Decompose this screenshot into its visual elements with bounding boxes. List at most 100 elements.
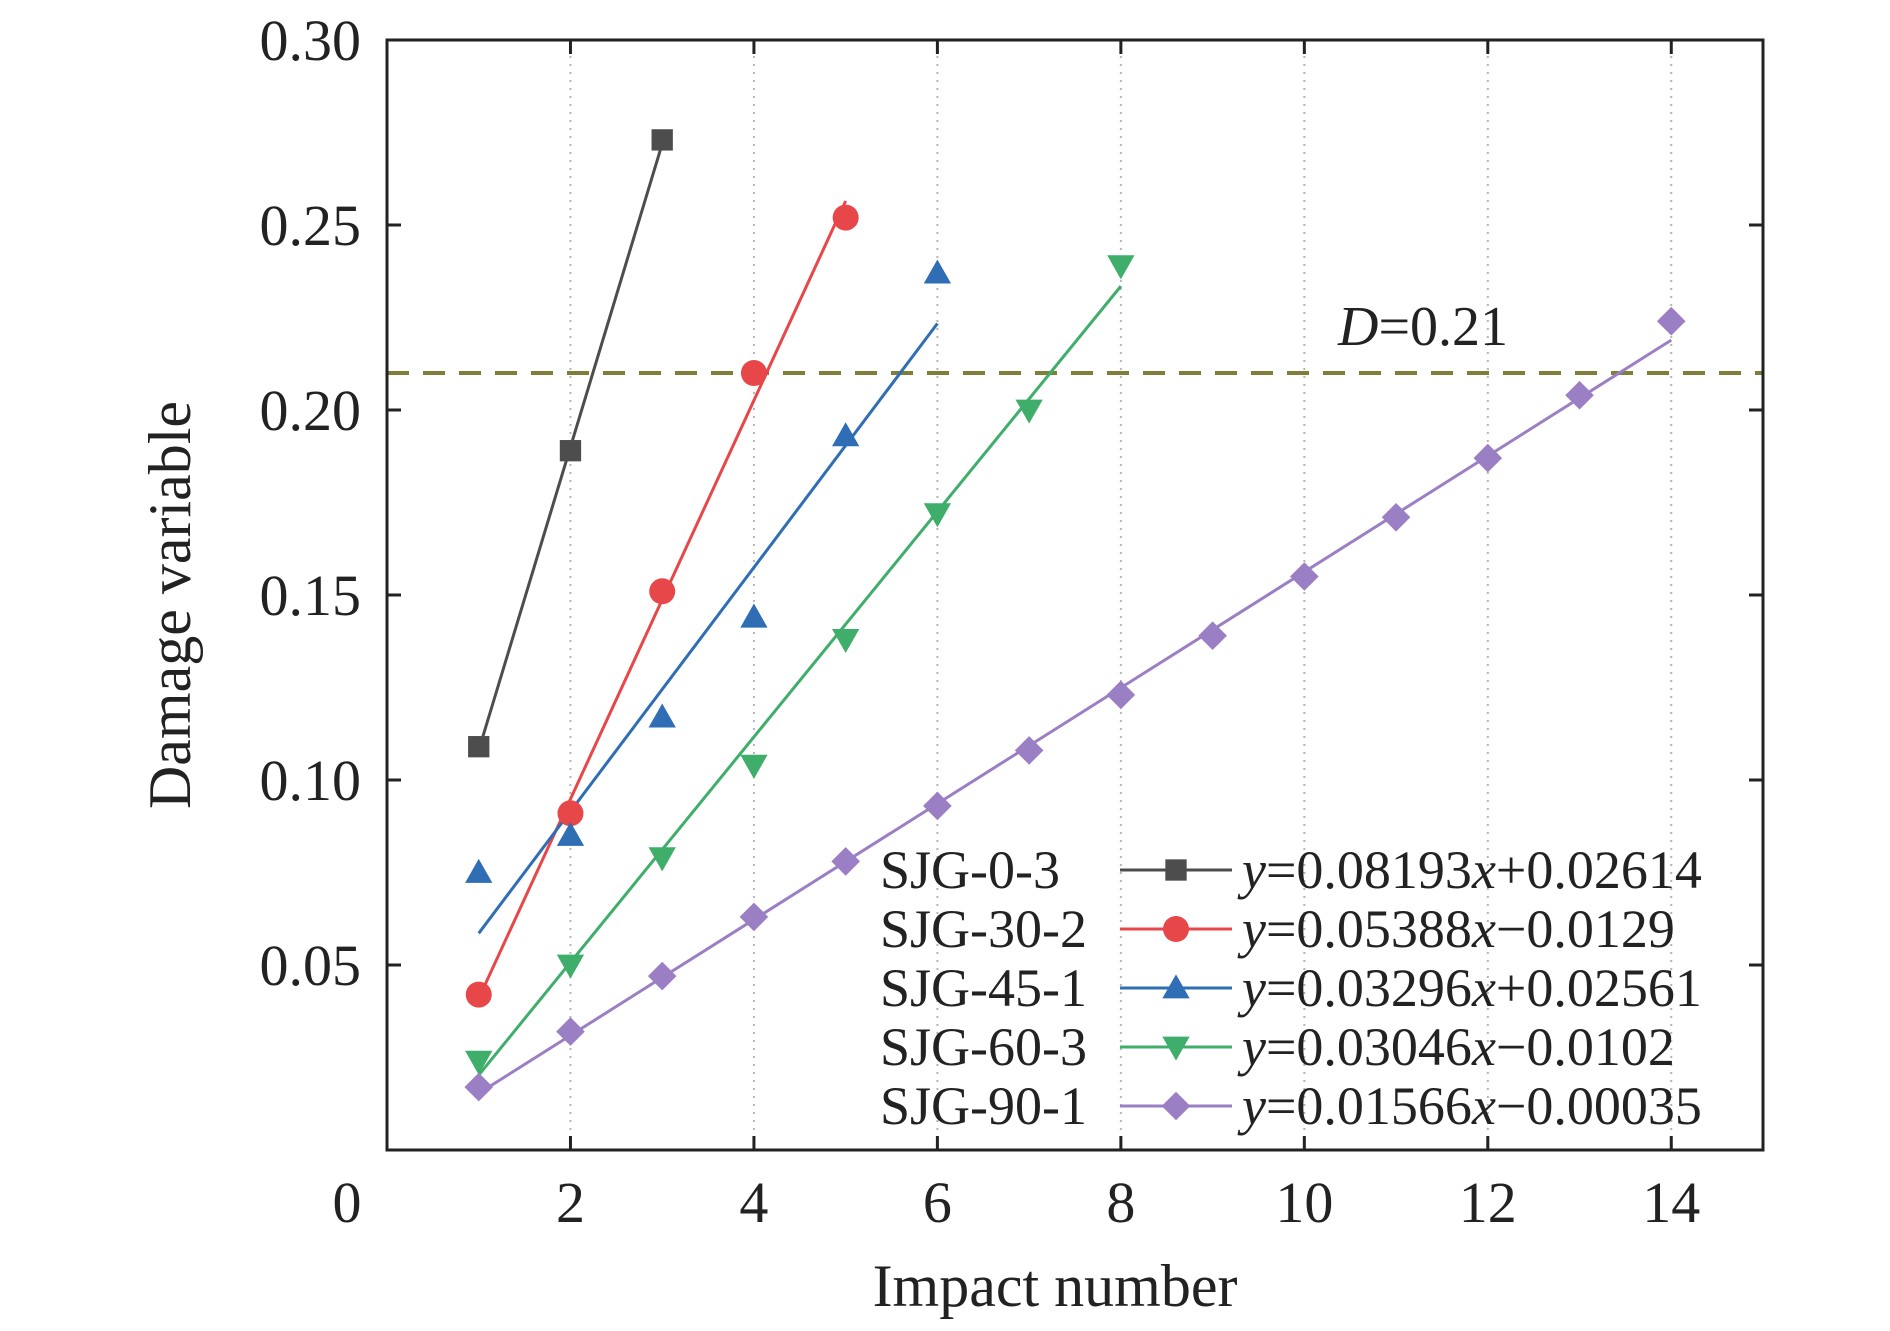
data-point-sjg-90-1 — [1473, 443, 1503, 473]
data-point-sjg-30-2 — [465, 981, 492, 1008]
x-tick-label: 2 — [556, 1170, 585, 1235]
data-point-sjg-0-3 — [651, 129, 673, 151]
data-point-sjg-45-1 — [740, 603, 768, 628]
data-point-sjg-90-1 — [739, 902, 769, 932]
y-tick-label: 0.25 — [260, 193, 362, 258]
legend-equation-part: +0.02561 — [1496, 958, 1702, 1018]
x-axis-title: Impact number — [873, 1253, 1238, 1319]
data-point-sjg-30-2 — [649, 578, 676, 605]
legend-equation-part: x — [1471, 1076, 1496, 1136]
y-tick-label: 0.10 — [260, 748, 362, 813]
legend-marker — [1162, 974, 1190, 999]
data-point-sjg-0-3 — [559, 440, 582, 462]
legend-equation: y=0.05388x−0.0129 — [1237, 899, 1675, 959]
legend-equation-part: y — [1237, 1076, 1266, 1136]
data-point-sjg-60-3 — [465, 1050, 493, 1075]
data-point-sjg-45-1 — [648, 703, 676, 728]
data-point-sjg-30-2 — [557, 800, 584, 827]
legend-label: SJG-45-1 — [880, 958, 1087, 1018]
legend-equation-part: y — [1237, 958, 1266, 1018]
data-point-sjg-60-3 — [556, 954, 585, 979]
data-point-sjg-90-1 — [1381, 503, 1411, 532]
axes-layer: 0 2 4 6 8 10 12 14 0.05 0.10 0.15 0.20 0.25 0.30 — [260, 8, 1765, 1235]
legend-label: SJG-0-3 — [880, 840, 1060, 900]
fit-line-sjg-45-1 — [477, 322, 939, 935]
data-point-sjg-45-1 — [465, 858, 493, 883]
threshold-layer: D=0.21 — [387, 296, 1763, 375]
legend-equation-part: y — [1237, 899, 1266, 959]
legend-equation-part: =0.03296 — [1266, 958, 1472, 1018]
legend-marker — [1165, 859, 1187, 881]
data-point-sjg-60-3 — [1015, 399, 1043, 424]
legend-label: SJG-30-2 — [880, 899, 1087, 959]
x-tick-label: 12 — [1459, 1170, 1517, 1235]
data-point-sjg-90-1 — [923, 791, 952, 821]
legend-equation-part: −0.00035 — [1496, 1076, 1702, 1136]
legend-equation-part: =0.03046 — [1266, 1017, 1472, 1077]
grid-layer — [569, 40, 1673, 1150]
legend-equation: y=0.08193x+0.02614 — [1237, 840, 1702, 900]
legend-equation-part: =0.01566 — [1266, 1076, 1472, 1136]
data-point-sjg-60-3 — [923, 503, 952, 528]
legend-equation-part: y — [1237, 840, 1266, 900]
x-tick-label: 0 — [333, 1170, 362, 1235]
legend-equation-part: =0.08193 — [1266, 840, 1472, 900]
data-point-sjg-90-1 — [1198, 621, 1227, 650]
data-point-sjg-90-1 — [647, 961, 677, 991]
legend-equation-part: −0.0102 — [1496, 1017, 1675, 1077]
y-tick-label: 0.05 — [260, 933, 362, 998]
markers-layer — [464, 129, 1686, 1102]
data-point-sjg-60-3 — [648, 847, 676, 872]
data-point-sjg-90-1 — [556, 1017, 585, 1046]
data-point-sjg-90-1 — [464, 1072, 494, 1102]
legend-marker — [1162, 1036, 1190, 1061]
data-point-sjg-90-1 — [1290, 562, 1319, 591]
legend-equation-part: y — [1237, 1017, 1266, 1077]
legend-equation-part: −0.0129 — [1496, 899, 1675, 959]
legend-marker — [1163, 916, 1189, 942]
legend-equation-part: =0.05388 — [1266, 899, 1472, 959]
data-point-sjg-60-3 — [1107, 255, 1135, 280]
data-point-sjg-90-1 — [1106, 680, 1136, 710]
legend-label: SJG-90-1 — [880, 1076, 1087, 1136]
legend-equation-part: x — [1471, 840, 1496, 900]
legend-equation-part: x — [1471, 958, 1496, 1018]
legend-equation-part: x — [1471, 1017, 1496, 1077]
fit-line-sjg-60-3 — [477, 285, 1123, 1076]
data-point-sjg-45-1 — [832, 422, 860, 447]
legend-label: SJG-60-3 — [880, 1017, 1087, 1077]
data-point-sjg-60-3 — [740, 754, 768, 779]
data-point-sjg-90-1 — [1565, 380, 1594, 410]
y-tick-label: 0.15 — [260, 563, 362, 628]
data-point-sjg-30-2 — [740, 360, 767, 386]
data-point-sjg-45-1 — [556, 821, 585, 846]
legend-marker — [1161, 1091, 1191, 1121]
legend-equation-part: +0.02614 — [1496, 840, 1702, 900]
legend-equation: y=0.03046x−0.0102 — [1237, 1017, 1675, 1077]
x-tick-label: 10 — [1275, 1170, 1333, 1235]
x-tick-label: 14 — [1642, 1170, 1700, 1235]
legend-equation: y=0.01566x−0.00035 — [1237, 1076, 1702, 1136]
data-point-sjg-90-1 — [831, 847, 860, 876]
data-point-sjg-90-1 — [1656, 306, 1686, 336]
y-tick-label: 0.30 — [260, 8, 362, 73]
data-point-sjg-45-1 — [923, 259, 952, 284]
legend-equation: y=0.03296x+0.02561 — [1237, 958, 1702, 1018]
threshold-label-var: D — [1337, 296, 1378, 358]
x-tick-label: 8 — [1106, 1170, 1135, 1235]
fit-line-sjg-90-1 — [477, 338, 1673, 1095]
x-tick-label: 4 — [739, 1170, 768, 1235]
data-point-sjg-30-2 — [832, 204, 859, 231]
data-point-sjg-0-3 — [468, 736, 490, 758]
y-axis-title: Damage variable — [137, 401, 203, 809]
threshold-label-value: =0.21 — [1378, 296, 1508, 358]
threshold-label: D=0.21 — [1337, 296, 1508, 358]
x-tick-label: 6 — [923, 1170, 952, 1235]
data-point-sjg-90-1 — [1014, 736, 1044, 765]
y-tick-label: 0.20 — [260, 378, 362, 443]
legend-equation-part: x — [1471, 899, 1496, 959]
data-point-sjg-60-3 — [832, 629, 860, 654]
